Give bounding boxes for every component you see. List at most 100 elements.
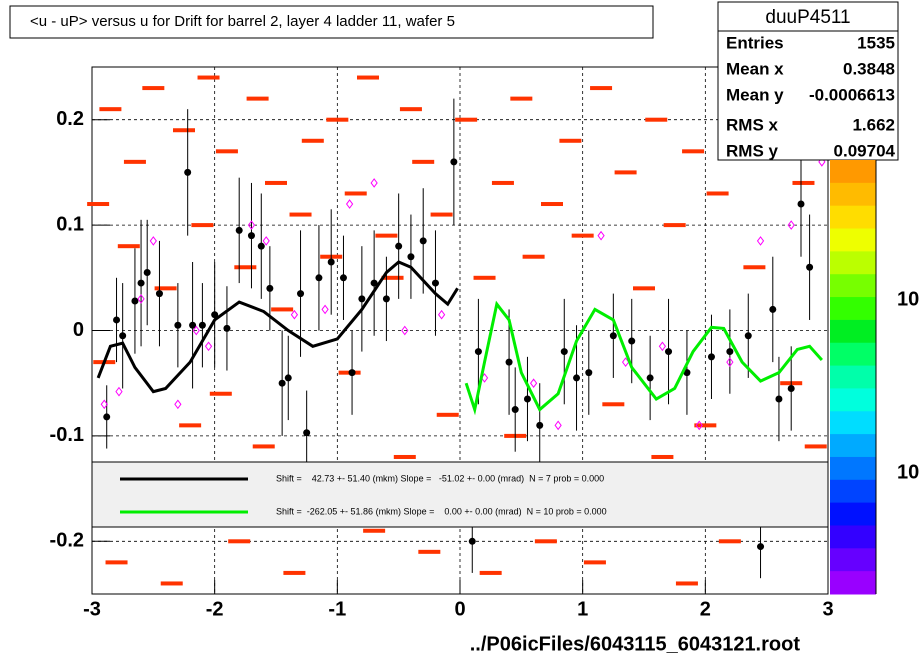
data-point (284, 374, 292, 382)
diamond-point (100, 399, 108, 410)
hist-bin (510, 96, 533, 101)
hist-bin (682, 149, 705, 154)
legend-label: Shift = -262.05 +- 51.86 (mkm) Slope = 0… (276, 506, 607, 516)
data-point (131, 297, 139, 305)
data-point (797, 200, 805, 208)
y-tick-label: -0.1 (50, 424, 84, 446)
hist-bin (160, 581, 183, 586)
hist-bin (399, 107, 422, 112)
palette-cell (830, 251, 876, 275)
x-tick-label: 2 (700, 598, 711, 620)
diamond-point (174, 399, 182, 410)
hist-bin (234, 265, 257, 270)
diamond-point (204, 341, 213, 352)
palette-cell (830, 411, 876, 435)
fit-curve (96, 260, 459, 394)
hist-bin (541, 202, 563, 207)
hist-bin (663, 223, 686, 228)
data-point (744, 332, 752, 340)
diamond-point (370, 178, 378, 188)
hist-bin (117, 244, 140, 249)
diamond-point (437, 309, 446, 320)
y-tick-label: -0.2 (50, 530, 84, 552)
hist-bin (455, 117, 478, 122)
diamond-point (658, 341, 667, 352)
data-point (806, 263, 814, 271)
y-tick-label: 0 (73, 319, 84, 341)
data-point (757, 543, 765, 551)
data-point (370, 279, 378, 287)
palette-cell (830, 228, 876, 252)
legend-label: Shift = 42.73 +- 51.40 (mkm) Slope = -51… (276, 473, 604, 483)
data-point (266, 284, 274, 292)
diamond-point (529, 378, 538, 389)
hist-bin (209, 391, 232, 396)
stats-name: RMS x (726, 115, 779, 134)
hist-bin (675, 581, 698, 586)
data-point (143, 269, 151, 277)
hist-bin (436, 412, 459, 417)
palette-label: 10 (897, 288, 919, 310)
hist-bin (559, 138, 582, 143)
x-tick-label: -2 (206, 598, 224, 620)
hist-bin (412, 159, 435, 164)
data-point (211, 311, 219, 319)
data-point (407, 253, 415, 261)
hist-bin (743, 265, 766, 270)
data-point (395, 242, 403, 250)
data-point (787, 384, 795, 392)
diamond-point (401, 325, 409, 336)
hist-bin (633, 286, 655, 291)
stats-name: Mean y (726, 85, 784, 104)
data-point (119, 332, 127, 340)
hist-bin (301, 138, 324, 143)
palette-cell (830, 160, 876, 184)
palette-cell (830, 502, 876, 526)
legend-box (91, 461, 829, 528)
hist-bin (614, 170, 637, 175)
palette-cell (830, 434, 876, 458)
hist-bin (792, 180, 815, 185)
title-box (9, 5, 654, 39)
palette-cell (830, 297, 876, 321)
palette-label: 10 (897, 461, 919, 483)
data-point (505, 358, 513, 366)
data-point (327, 258, 335, 266)
data-point (189, 321, 197, 329)
data-point (511, 406, 519, 414)
diamond-point (818, 157, 826, 167)
hist-bin (123, 159, 146, 164)
hist-bin (173, 128, 195, 133)
palette-cell (830, 205, 876, 230)
palette-cell (830, 182, 876, 207)
y-tick-label: 0.2 (56, 108, 84, 130)
stats-title: duuP4511 (765, 7, 850, 28)
data-point (103, 413, 111, 421)
hist-bin (651, 454, 674, 459)
hist-bin (289, 212, 312, 217)
data-point (573, 374, 581, 382)
data-point (315, 274, 323, 282)
data-point (665, 348, 673, 356)
hist-bin (215, 149, 238, 154)
data-point (769, 305, 777, 313)
stats-value: 1.662 (852, 115, 895, 134)
data-point (419, 237, 427, 245)
chart-title: <u - uP> versus u for Drift for barrel 2… (30, 13, 455, 30)
data-point (683, 369, 691, 377)
diamond-point (787, 220, 795, 230)
stats-name: RMS y (726, 141, 779, 160)
stats-value: -0.0006613 (809, 85, 895, 104)
hist-bin (105, 560, 128, 565)
data-point (339, 274, 347, 282)
stats-name: Entries (726, 33, 784, 52)
data-point (297, 290, 305, 298)
hist-bin (381, 275, 404, 280)
data-point (155, 290, 163, 298)
palette-cell (830, 479, 876, 504)
data-point (536, 421, 544, 429)
palette-cell (830, 548, 876, 572)
hist-bin (375, 233, 398, 238)
hist-bin (393, 454, 416, 459)
